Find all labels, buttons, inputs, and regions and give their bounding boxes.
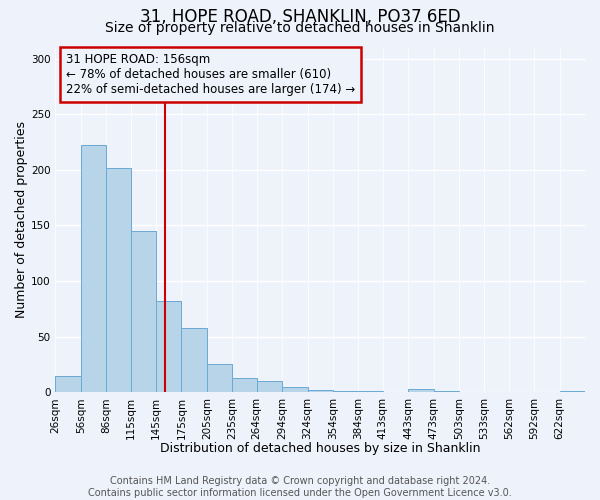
Bar [434, 391, 459, 392]
Bar [232, 378, 257, 392]
Bar [55, 376, 81, 392]
Bar [106, 168, 131, 392]
Y-axis label: Number of detached properties: Number of detached properties [15, 122, 28, 318]
Bar [308, 390, 333, 392]
Text: 31, HOPE ROAD, SHANKLIN, PO37 6ED: 31, HOPE ROAD, SHANKLIN, PO37 6ED [140, 8, 460, 26]
Bar [257, 381, 282, 392]
Bar [408, 389, 434, 392]
Text: Size of property relative to detached houses in Shanklin: Size of property relative to detached ho… [105, 21, 495, 35]
Bar [333, 391, 358, 392]
Bar [560, 391, 585, 392]
Bar [131, 231, 156, 392]
X-axis label: Distribution of detached houses by size in Shanklin: Distribution of detached houses by size … [160, 442, 481, 455]
Bar [207, 364, 232, 392]
Text: 31 HOPE ROAD: 156sqm
← 78% of detached houses are smaller (610)
22% of semi-deta: 31 HOPE ROAD: 156sqm ← 78% of detached h… [66, 52, 355, 96]
Text: Contains HM Land Registry data © Crown copyright and database right 2024.
Contai: Contains HM Land Registry data © Crown c… [88, 476, 512, 498]
Bar [181, 328, 207, 392]
Bar [282, 386, 308, 392]
Bar [358, 391, 383, 392]
Bar [81, 146, 106, 392]
Bar [156, 301, 181, 392]
